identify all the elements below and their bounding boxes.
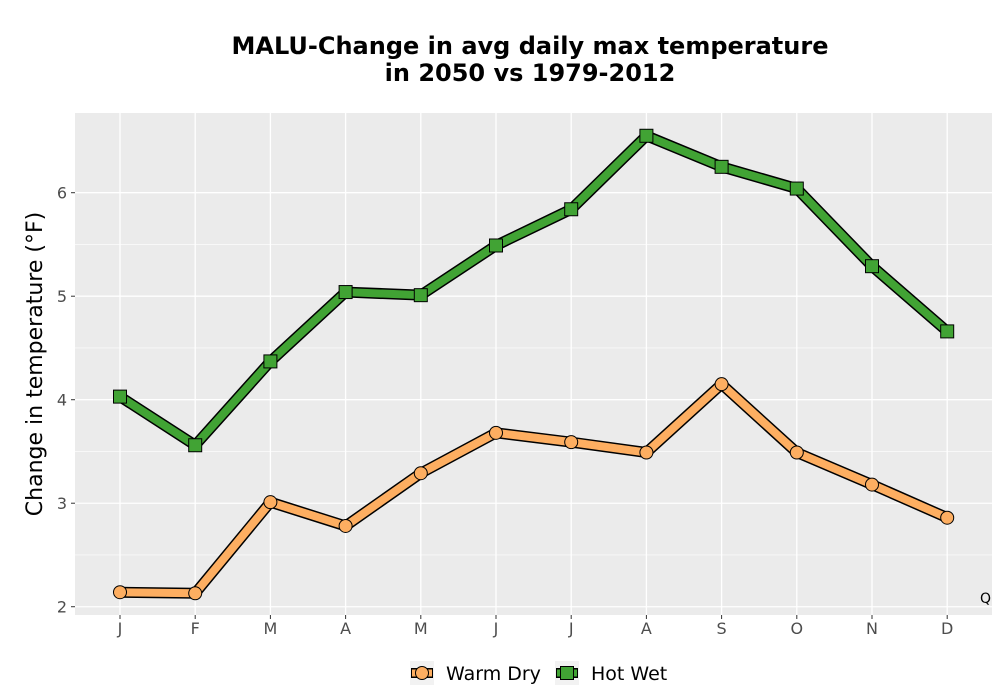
- y-axis: 2 3 4 5 6: [57, 184, 75, 617]
- x-tick-label: D: [941, 619, 953, 638]
- series-warm-dry: [113, 377, 955, 601]
- data-point: [263, 354, 278, 369]
- x-tick-label: M: [263, 619, 277, 638]
- data-point: [338, 518, 353, 533]
- data-point: [113, 389, 127, 404]
- chart-title-line-1: MALU-Change in avg daily max temperature: [232, 32, 829, 60]
- data-point: [714, 159, 729, 174]
- data-point: [413, 288, 428, 303]
- data-point: [263, 495, 278, 510]
- y-tick-label: 2: [57, 598, 67, 617]
- data-point: [639, 445, 654, 460]
- data-point: [489, 425, 503, 440]
- x-tick-label: M: [414, 619, 428, 638]
- series-hot-wet: [113, 128, 955, 453]
- plot-panel: [75, 113, 992, 615]
- y-tick-label: 3: [57, 494, 67, 513]
- x-tick-label: O: [791, 619, 804, 638]
- legend-item: Hot Wet: [555, 661, 667, 685]
- x-tick-label: J: [568, 619, 574, 638]
- y-tick-label: 4: [57, 391, 67, 410]
- data-point: [188, 586, 203, 601]
- data-point: [865, 259, 879, 274]
- grid-lines: [75, 113, 992, 615]
- legend-key-marker: [415, 666, 429, 680]
- x-tick-label: A: [340, 619, 351, 638]
- y-tick-label: 6: [57, 184, 67, 203]
- data-point: [714, 377, 729, 392]
- data-point: [789, 181, 804, 196]
- series-layer: [113, 128, 955, 601]
- data-point: [940, 510, 955, 525]
- data-point: [564, 435, 579, 450]
- data-point: [789, 445, 804, 460]
- data-point: [940, 324, 955, 339]
- legend-key-marker: [560, 666, 574, 680]
- data-point: [489, 238, 503, 253]
- data-point: [338, 285, 353, 300]
- x-tick-label: J: [493, 619, 499, 638]
- series-line: [116, 380, 952, 598]
- y-axis-title: Change in temperature (°F): [23, 212, 48, 516]
- legend: Warm Dry Hot Wet: [410, 661, 667, 685]
- legend-item: Warm Dry: [410, 661, 541, 685]
- data-point: [413, 466, 428, 481]
- x-tick-label: S: [717, 619, 727, 638]
- data-point: [564, 202, 579, 217]
- x-tick-label: J: [117, 619, 123, 638]
- legend-label: Hot Wet: [591, 663, 667, 685]
- corner-annotation: Q: [980, 591, 991, 607]
- series-line: [116, 131, 952, 450]
- data-point: [639, 128, 654, 143]
- x-tick-label: F: [191, 619, 200, 638]
- legend-label: Warm Dry: [446, 663, 541, 685]
- data-point: [865, 477, 879, 492]
- x-tick-label: N: [866, 619, 878, 638]
- y-tick-label: 5: [57, 287, 67, 306]
- data-point: [188, 438, 203, 453]
- x-tick-label: A: [641, 619, 652, 638]
- chart-title-line-2: in 2050 vs 1979-2012: [385, 59, 676, 87]
- data-point: [113, 585, 127, 600]
